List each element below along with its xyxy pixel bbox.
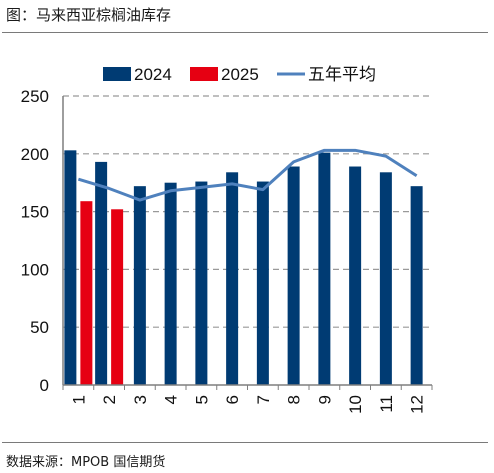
source-note: 数据来源：MPOB 国信期货 [6, 455, 166, 470]
legend-swatch-2024 [103, 67, 131, 81]
line-五年平均 [77, 148, 418, 202]
bottom-divider [2, 442, 488, 443]
x-tick-label: 10 [346, 395, 365, 414]
y-tick-label: 200 [21, 145, 49, 164]
bar-2024-10 [349, 166, 362, 385]
grid-lines [63, 95, 432, 328]
bar-2025-1 [80, 201, 93, 385]
bar-2024-3 [133, 186, 146, 385]
x-tick-label: 12 [408, 395, 427, 414]
y-tick-label: 50 [30, 318, 49, 337]
top-divider [2, 32, 488, 33]
x-tick-label: 6 [223, 395, 242, 404]
x-tick-label: 5 [192, 395, 211, 404]
figure-title: 图：马来西亚棕榈油库存 [6, 6, 172, 24]
x-tick-label: 2 [100, 395, 119, 404]
bars [64, 150, 423, 385]
y-tick-label: 150 [21, 203, 49, 222]
bar-2024-8 [287, 166, 300, 385]
average-line [77, 148, 418, 202]
y-tick-label: 100 [21, 260, 49, 279]
bar-2024-6 [226, 172, 239, 385]
x-tick-label: 11 [377, 395, 396, 413]
x-tick-label: 1 [69, 395, 88, 404]
legend-label: 2024 [134, 65, 172, 84]
bar-2024-7 [256, 181, 269, 385]
y-tick-label: 250 [21, 87, 49, 106]
bar-2024-9 [318, 152, 331, 385]
x-tick-label: 3 [131, 395, 150, 404]
axes [62, 96, 433, 390]
legend-swatch-2025 [190, 67, 218, 81]
x-tick-label: 7 [254, 395, 273, 404]
bar-2024-2 [95, 161, 108, 385]
bar-2024-4 [164, 182, 177, 385]
x-tick-label: 8 [285, 395, 304, 404]
x-tick-label: 4 [162, 395, 181, 404]
legend: 2024 2025 五年平均 [103, 65, 376, 84]
bar-2025-2 [111, 209, 124, 385]
bar-2024-11 [379, 172, 392, 385]
bar-2024-1 [64, 150, 77, 385]
legend-label: 2025 [221, 65, 259, 84]
y-tick-label: 0 [40, 376, 49, 395]
x-tick-label: 9 [315, 395, 334, 404]
bar-2024-12 [410, 186, 423, 385]
bar-2024-5 [195, 181, 208, 385]
legend-label: 五年平均 [308, 65, 376, 84]
